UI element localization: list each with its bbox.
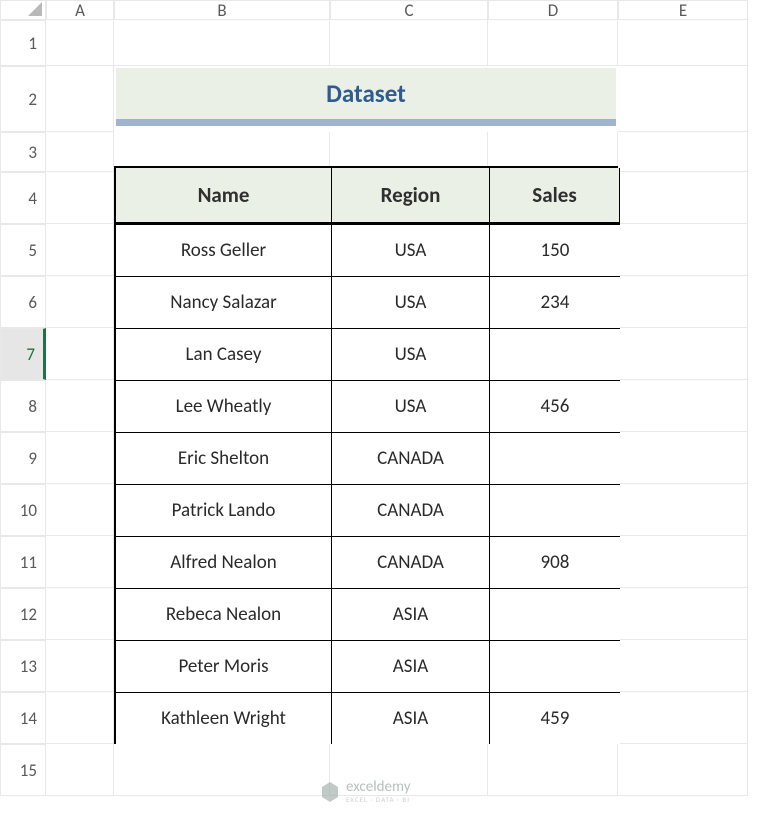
table-cell[interactable]: Lee Wheatly <box>116 380 332 432</box>
table-cell[interactable]: 908 <box>490 536 620 588</box>
row-header-14[interactable]: 14 <box>0 692 46 744</box>
table-cell[interactable]: Lan Casey <box>116 328 332 380</box>
row-header-15[interactable]: 15 <box>0 744 46 796</box>
table-cell[interactable]: CANADA <box>332 536 490 588</box>
cell[interactable] <box>46 380 114 432</box>
table-cell[interactable]: USA <box>332 328 490 380</box>
row-header-5[interactable]: 5 <box>0 224 46 276</box>
table-cell[interactable] <box>490 328 620 380</box>
row-header-7[interactable]: 7 <box>0 328 46 380</box>
table-cell[interactable]: Rebeca Nealon <box>116 588 332 640</box>
cell[interactable] <box>46 484 114 536</box>
cell[interactable] <box>46 276 114 328</box>
table-cell[interactable] <box>490 432 620 484</box>
cell[interactable] <box>488 20 618 66</box>
watermark-brand: exceldemy <box>346 780 410 795</box>
table-header-name[interactable]: Name <box>116 168 332 224</box>
table-cell[interactable]: USA <box>332 380 490 432</box>
spreadsheet-grid: A B C D E 1 2 3 4 5 6 7 8 9 10 11 12 13 … <box>0 0 748 796</box>
table-cell[interactable]: 459 <box>490 692 620 744</box>
table-cell[interactable] <box>490 640 620 692</box>
table-cell[interactable]: CANADA <box>332 484 490 536</box>
table-cell[interactable]: 234 <box>490 276 620 328</box>
cell[interactable] <box>46 328 114 380</box>
table-cell[interactable]: Nancy Salazar <box>116 276 332 328</box>
cell[interactable] <box>618 588 748 640</box>
cell[interactable] <box>618 640 748 692</box>
table-cell[interactable]: Patrick Lando <box>116 484 332 536</box>
select-all-corner[interactable] <box>0 0 46 20</box>
cell[interactable] <box>618 484 748 536</box>
row-header-6[interactable]: 6 <box>0 276 46 328</box>
table-cell[interactable]: Ross Geller <box>116 224 332 276</box>
table-cell[interactable]: Peter Moris <box>116 640 332 692</box>
cell[interactable] <box>618 20 748 66</box>
exceldemy-logo-icon <box>320 782 340 802</box>
cell[interactable] <box>618 328 748 380</box>
cell[interactable] <box>618 536 748 588</box>
cell[interactable] <box>618 692 748 744</box>
cell[interactable] <box>46 692 114 744</box>
table-cell[interactable]: Eric Shelton <box>116 432 332 484</box>
dataset-title[interactable]: Dataset <box>116 68 616 126</box>
cell[interactable] <box>618 132 748 172</box>
table-cell[interactable] <box>490 484 620 536</box>
cell[interactable] <box>46 20 114 66</box>
cell[interactable] <box>114 744 330 796</box>
column-header-C[interactable]: C <box>330 0 488 20</box>
row-header-12[interactable]: 12 <box>0 588 46 640</box>
column-header-B[interactable]: B <box>114 0 330 20</box>
table-cell[interactable]: ASIA <box>332 640 490 692</box>
cell[interactable] <box>618 380 748 432</box>
row-header-2[interactable]: 2 <box>0 66 46 132</box>
row-header-9[interactable]: 9 <box>0 432 46 484</box>
row-header-1[interactable]: 1 <box>0 20 46 66</box>
cell[interactable] <box>46 432 114 484</box>
row-header-10[interactable]: 10 <box>0 484 46 536</box>
cell[interactable] <box>46 172 114 224</box>
cell[interactable] <box>46 536 114 588</box>
row-header-11[interactable]: 11 <box>0 536 46 588</box>
cell[interactable] <box>114 20 330 66</box>
row-header-8[interactable]: 8 <box>0 380 46 432</box>
table-cell[interactable]: USA <box>332 276 490 328</box>
table-cell[interactable]: CANADA <box>332 432 490 484</box>
row-header-4[interactable]: 4 <box>0 172 46 224</box>
row-header-13[interactable]: 13 <box>0 640 46 692</box>
column-header-D[interactable]: D <box>488 0 618 20</box>
table-cell[interactable]: Alfred Nealon <box>116 536 332 588</box>
cell[interactable] <box>488 744 618 796</box>
cell[interactable] <box>46 744 114 796</box>
table-cell[interactable]: ASIA <box>332 692 490 744</box>
table-cell[interactable] <box>490 588 620 640</box>
cell[interactable] <box>618 432 748 484</box>
table-cell[interactable]: 456 <box>490 380 620 432</box>
cell[interactable] <box>618 172 748 224</box>
cell[interactable] <box>618 276 748 328</box>
cell[interactable] <box>46 588 114 640</box>
table-cell[interactable]: 150 <box>490 224 620 276</box>
cell[interactable] <box>46 66 114 132</box>
table-cell[interactable]: Kathleen Wright <box>116 692 332 744</box>
cell[interactable] <box>46 132 114 172</box>
cell[interactable] <box>618 224 748 276</box>
cell[interactable] <box>46 224 114 276</box>
cell[interactable] <box>46 640 114 692</box>
cell[interactable] <box>618 744 748 796</box>
table-header-sales[interactable]: Sales <box>490 168 620 224</box>
watermark: exceldemy EXCEL · DATA · BI <box>320 780 410 804</box>
cell[interactable] <box>618 66 748 132</box>
column-header-A[interactable]: A <box>46 0 114 20</box>
cell[interactable] <box>330 20 488 66</box>
table-cell[interactable]: ASIA <box>332 588 490 640</box>
data-table: Name Region Sales Ross Geller USA 150 Na… <box>114 166 618 744</box>
column-header-E[interactable]: E <box>618 0 748 20</box>
row-header-3[interactable]: 3 <box>0 132 46 172</box>
watermark-tag: EXCEL · DATA · BI <box>346 795 410 804</box>
table-cell[interactable]: USA <box>332 224 490 276</box>
table-header-region[interactable]: Region <box>332 168 490 224</box>
